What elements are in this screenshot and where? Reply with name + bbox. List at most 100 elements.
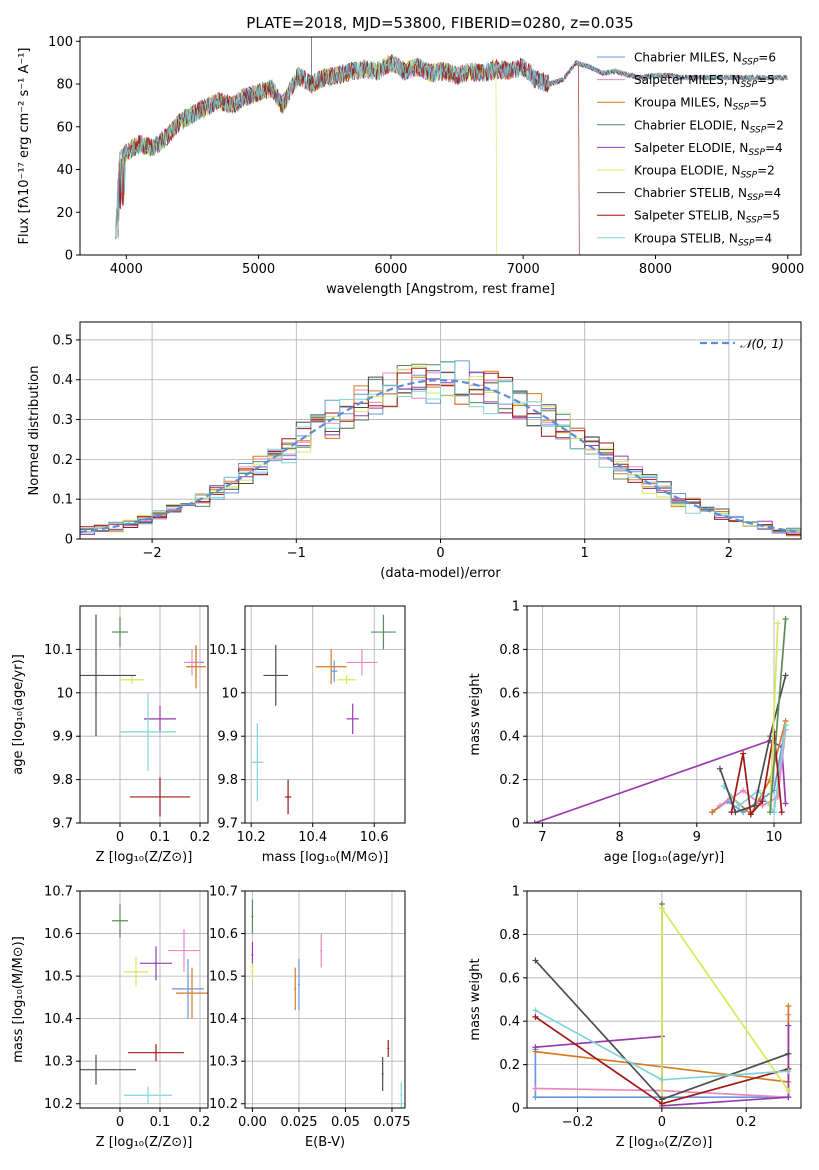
y-tick-label: 10.2 [209, 1097, 238, 1112]
axes-mass_weight_vs_Z: −0.2 0 0.2 0 0.2 0.4 0.6 0.8 1 Z [log₁₀(Z/Z⊙)] mas… [468, 885, 802, 1150]
x-tick-label: 0.2 [736, 1115, 757, 1130]
x-tick-label: 8 [615, 830, 623, 845]
series-marker [658, 905, 665, 912]
series-marker [532, 1007, 539, 1014]
x-tick-label: 0 [436, 546, 444, 561]
series-marker [532, 1044, 539, 1051]
x-tick-label: 0 [658, 1115, 666, 1130]
x-axis-label: age [log₁₀(age/yr)] [604, 850, 725, 865]
y-tick-label: 0.6 [499, 686, 520, 701]
series-marker [740, 787, 747, 794]
legend-entry: 𝒩(0, 1) [740, 337, 784, 351]
y-tick-label: 10.5 [44, 970, 73, 985]
y-tick-label: 10.3 [44, 1055, 73, 1070]
series-line [769, 618, 787, 813]
y-tick-label: 10 [56, 686, 73, 701]
legend-entry: Chabrier STELIB, NSSP=4 [634, 186, 781, 203]
series-marker [785, 1094, 792, 1101]
axes-frame [526, 605, 802, 824]
plot-area [527, 606, 801, 823]
x-tick-label: 9000 [771, 262, 804, 277]
y-tick-label: 1 [512, 600, 520, 615]
y-tick-label: 10.7 [44, 885, 73, 900]
series-marker [782, 616, 789, 623]
axes-spectrum: 4000 5000 6000 7000 8000 9000 0 20 40 60 80 100 wave… [17, 35, 804, 297]
axes-residuals: −2 −1 0 1 2 0 0.1 0.2 0.3 0.4 0.5 (data-model)/erro… [27, 321, 802, 581]
plot-area [80, 322, 801, 539]
figure-title: PLATE=2018, MJD=53800, FIBERID=0280, z=0… [246, 14, 633, 32]
y-tick-label: 9.7 [52, 817, 73, 832]
y-tick-label: 9.8 [52, 773, 73, 788]
y-tick-label: 9.7 [217, 817, 238, 832]
y-tick-label: 0.4 [499, 1015, 520, 1030]
y-tick-label: 0.2 [499, 773, 520, 788]
y-tick-label: 0 [65, 533, 73, 548]
x-tick-label: 10.4 [298, 830, 327, 845]
series-marker [728, 809, 735, 816]
y-tick-label: 10 [221, 686, 238, 701]
plot-area [80, 606, 208, 823]
axes-frame [526, 890, 802, 1109]
axes-frame [244, 890, 406, 1109]
series-marker [740, 750, 747, 757]
legend-entry: Kroupa MILES, NSSP=5 [634, 96, 767, 113]
plot-area [245, 606, 405, 823]
axes-age_vs_mass: 10.2 10.4 10.6 9.7 9.8 9.9 10 10.1 mass [log₁₀(M… [209, 605, 406, 865]
y-tick-label: 0 [512, 1102, 520, 1117]
x-axis-label: wavelength [Angstrom, rest frame] [326, 282, 555, 297]
y-tick-label: 80 [56, 78, 73, 93]
y-axis-label: Flux [fλ10⁻¹⁷ erg cm⁻² s⁻¹ A⁻¹] [17, 48, 32, 245]
y-axis-label: mass [log₁₀(M/M⊙)] [11, 936, 26, 1063]
plot-area [115, 37, 788, 255]
series-marker [767, 809, 774, 816]
y-axis-label: Normed distribution [27, 366, 42, 496]
spectrum-line [115, 56, 788, 239]
plot-area [527, 891, 801, 1108]
series-line [769, 623, 779, 806]
x-tick-label: −0.2 [562, 1115, 594, 1130]
x-tick-label: 0.1 [150, 830, 171, 845]
x-tick-label: 0.2 [190, 1115, 211, 1130]
series-marker [747, 811, 754, 818]
axes-frame [79, 890, 209, 1109]
series-marker [785, 1068, 792, 1075]
x-tick-label: 0 [116, 1115, 124, 1130]
y-tick-label: 0.3 [52, 413, 73, 428]
plot-layer: 4000 5000 6000 7000 8000 9000020406080100wave… [11, 35, 804, 1150]
series-marker [751, 802, 758, 809]
legend: 𝒩(0, 1) [700, 337, 784, 351]
y-tick-label: 10.1 [44, 643, 73, 658]
x-tick-label: −2 [143, 546, 162, 561]
legend-entry: Salpeter ELODIE, NSSP=4 [634, 141, 783, 158]
normal-curve [80, 379, 801, 534]
x-tick-label: 8000 [639, 262, 672, 277]
series-marker [782, 800, 789, 807]
axes-frame [79, 605, 209, 824]
x-tick-label: 7 [538, 830, 546, 845]
y-axis-label: mass weight [468, 673, 483, 755]
y-axis-label: mass weight [468, 958, 483, 1040]
y-tick-label: 10.5 [209, 970, 238, 985]
series-marker [532, 1085, 539, 1092]
y-tick-label: 0.5 [52, 333, 73, 348]
legend-entry: Salpeter MILES, NSSP=5 [634, 73, 775, 90]
series-marker [782, 722, 789, 729]
series-marker [716, 765, 723, 772]
x-tick-label: 0.05 [331, 1115, 360, 1130]
legend-entry: Chabrier ELODIE, NSSP=2 [634, 118, 784, 135]
series-marker [532, 1094, 539, 1101]
y-tick-label: 10.2 [44, 1097, 73, 1112]
series-marker [532, 1013, 539, 1020]
y-tick-label: 0.6 [499, 971, 520, 986]
y-tick-label: 0.4 [52, 373, 73, 388]
series-marker [658, 1100, 665, 1107]
x-tick-label: 0.2 [190, 830, 211, 845]
series-marker [736, 802, 743, 809]
x-tick-label: 9 [693, 830, 701, 845]
y-tick-label: 0.2 [52, 453, 73, 468]
x-axis-label: Z [log₁₀(Z/Z⊙)] [96, 850, 193, 865]
y-tick-label: 10.4 [209, 1012, 238, 1027]
y-tick-label: 40 [56, 163, 73, 178]
axes-frame [244, 605, 406, 824]
